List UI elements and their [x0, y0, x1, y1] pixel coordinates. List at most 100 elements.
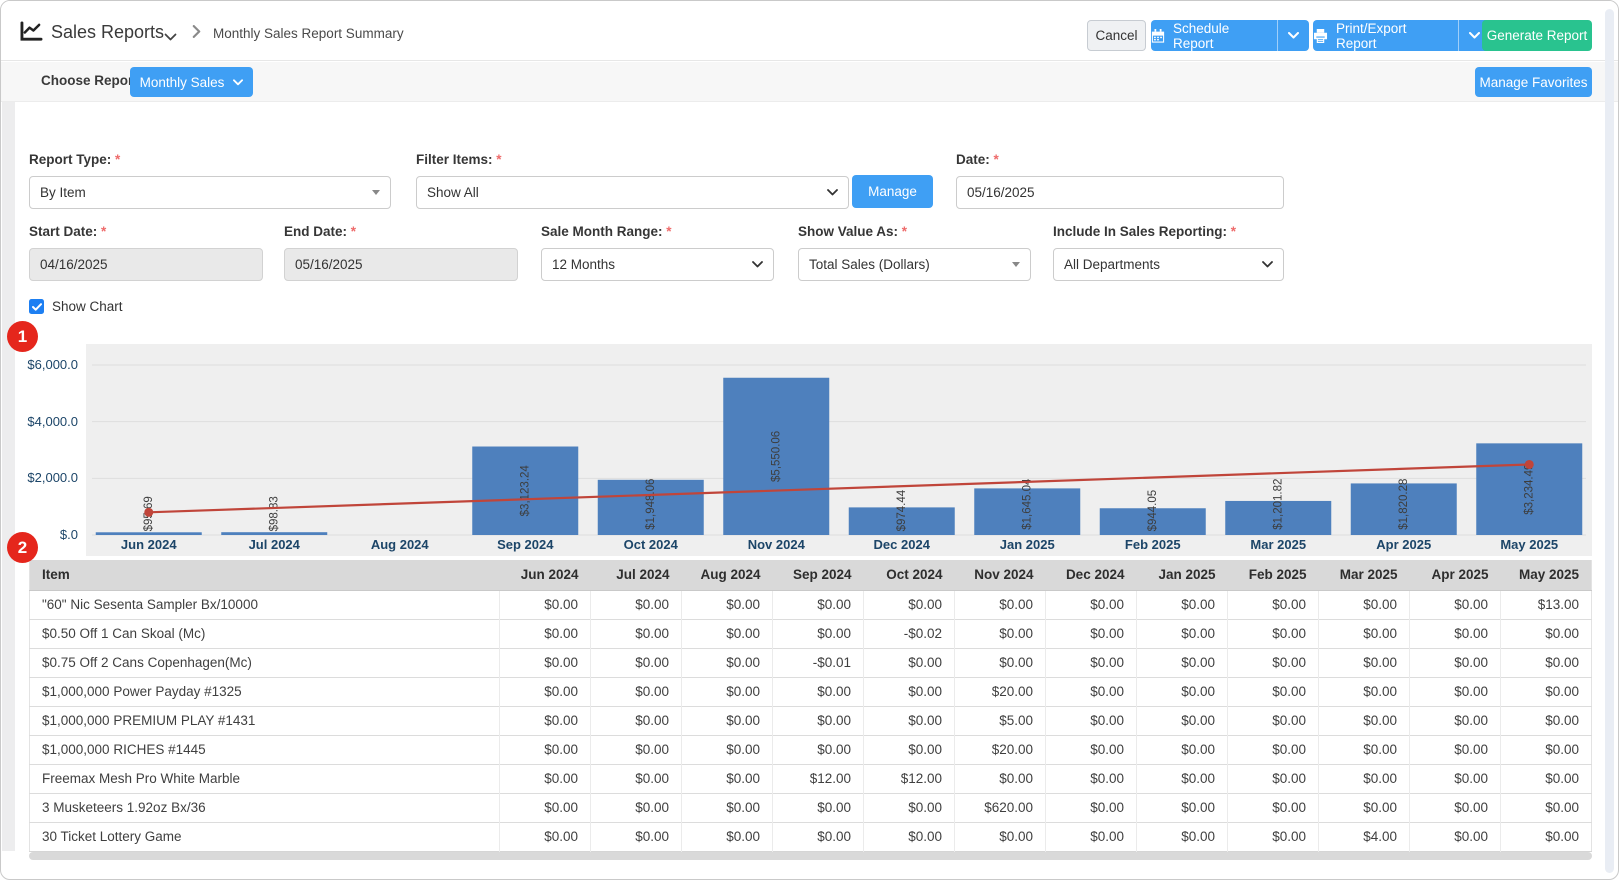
- value-cell: $0.00: [500, 590, 591, 619]
- filter-items-select[interactable]: Show All: [416, 176, 849, 209]
- svg-text:Jan 2025: Jan 2025: [1000, 537, 1055, 552]
- vertical-scrollbar[interactable]: [1605, 9, 1614, 873]
- value-cell: $0.00: [864, 706, 955, 735]
- calendar-icon: [1151, 29, 1165, 43]
- monthly-sales-chart: $95.69Jun 2024$98.83Jul 2024Aug 2024$3,1…: [86, 344, 1592, 556]
- value-cell: $0.00: [955, 822, 1046, 851]
- value-cell: $0.00: [591, 619, 682, 648]
- svg-text:$1,645.04: $1,645.04: [1021, 478, 1033, 530]
- svg-text:$974.44: $974.44: [896, 489, 908, 531]
- value-cell: $0.00: [682, 793, 773, 822]
- value-cell: $0.00: [1046, 735, 1137, 764]
- value-cell: $0.00: [864, 677, 955, 706]
- svg-text:$3,123.24: $3,123.24: [519, 465, 531, 517]
- value-cell: $0.00: [1228, 677, 1319, 706]
- generate-report-button[interactable]: Generate Report: [1482, 20, 1592, 51]
- chevron-down-icon: [827, 189, 838, 196]
- value-cell: $0.00: [500, 764, 591, 793]
- print-export-button[interactable]: Print/Export Report: [1313, 20, 1490, 51]
- value-cell: $0.00: [1501, 822, 1592, 851]
- start-date-input[interactable]: [29, 248, 263, 281]
- value-cell: $0.00: [500, 735, 591, 764]
- report-table-header: ItemJun 2024Jul 2024Aug 2024Sep 2024Oct …: [30, 560, 1592, 590]
- chevron-down-icon: [752, 261, 763, 268]
- value-cell: $0.00: [682, 822, 773, 851]
- value-cell: $0.00: [1501, 735, 1592, 764]
- item-cell: $0.50 Off 1 Can Skoal (Mc): [30, 619, 500, 648]
- bar-Jul 2024: [221, 532, 327, 535]
- value-cell: $0.00: [1046, 706, 1137, 735]
- value-cell: $0.00: [1137, 706, 1228, 735]
- value-cell: $0.00: [1410, 590, 1501, 619]
- manage-favorites-button[interactable]: Manage Favorites: [1475, 67, 1592, 97]
- value-cell: $0.00: [500, 793, 591, 822]
- chevron-down-icon: [1288, 32, 1299, 39]
- value-cell: $0.00: [864, 793, 955, 822]
- value-cell: $0.00: [682, 677, 773, 706]
- value-cell: $0.00: [1137, 822, 1228, 851]
- include-sales-reporting-select[interactable]: All Departments: [1053, 248, 1284, 281]
- show-chart-row: Show Chart: [29, 299, 123, 314]
- report-select-button[interactable]: Monthly Sales: [130, 67, 253, 97]
- show-chart-label: Show Chart: [52, 299, 123, 314]
- value-cell: -$0.01: [773, 648, 864, 677]
- chevron-down-icon[interactable]: [164, 28, 177, 46]
- value-cell: $0.00: [773, 590, 864, 619]
- sale-month-range-field: Sale Month Range: * 12 Months: [541, 224, 774, 281]
- value-cell: $12.00: [773, 764, 864, 793]
- value-cell: $620.00: [955, 793, 1046, 822]
- value-cell: $0.00: [1410, 706, 1501, 735]
- value-cell: $0.00: [1501, 648, 1592, 677]
- value-cell: $0.00: [955, 764, 1046, 793]
- value-cell: $0.00: [1319, 735, 1410, 764]
- value-cell: $0.00: [1046, 648, 1137, 677]
- show-chart-checkbox[interactable]: [29, 299, 44, 314]
- date-input[interactable]: [956, 176, 1284, 209]
- chart-line-icon: [20, 21, 43, 47]
- item-cell: $1,000,000 RICHES #1445: [30, 735, 500, 764]
- end-date-input[interactable]: [284, 248, 518, 281]
- horizontal-scrollbar[interactable]: [29, 852, 1592, 860]
- manage-filter-button[interactable]: Manage: [852, 175, 933, 208]
- value-cell: $0.00: [1501, 677, 1592, 706]
- sale-month-range-select[interactable]: 12 Months: [541, 248, 774, 281]
- svg-text:May 2025: May 2025: [1500, 537, 1558, 552]
- value-cell: -$0.02: [864, 619, 955, 648]
- cancel-button[interactable]: Cancel: [1087, 20, 1146, 51]
- show-value-as-field: Show Value As: * Total Sales (Dollars): [798, 224, 1031, 281]
- value-cell: $0.00: [1046, 764, 1137, 793]
- annotation-badge-1: 1: [7, 321, 38, 352]
- required-asterisk: *: [496, 152, 501, 167]
- trend-start-point: [144, 508, 153, 517]
- show-value-as-select[interactable]: Total Sales (Dollars): [798, 248, 1031, 281]
- value-cell: $0.00: [1046, 793, 1137, 822]
- svg-text:Nov 2024: Nov 2024: [748, 537, 806, 552]
- required-asterisk: *: [1231, 224, 1236, 239]
- schedule-report-button[interactable]: Schedule Report: [1151, 20, 1309, 51]
- value-cell: $0.00: [1501, 793, 1592, 822]
- value-cell: $0.00: [864, 648, 955, 677]
- value-cell: $0.00: [1410, 619, 1501, 648]
- start-date-field: Start Date: *: [29, 224, 263, 281]
- value-cell: $0.00: [1228, 706, 1319, 735]
- item-cell: "60" Nic Sesenta Sampler Bx/10000: [30, 590, 500, 619]
- value-cell: $0.00: [1137, 677, 1228, 706]
- value-cell: $0.00: [1410, 793, 1501, 822]
- report-type-field: Report Type: * By Item: [29, 152, 391, 209]
- svg-text:$1,948.06: $1,948.06: [645, 479, 657, 530]
- value-cell: $5.00: [955, 706, 1046, 735]
- table-row: 30 Ticket Lottery Game$0.00$0.00$0.00$0.…: [30, 822, 1592, 851]
- value-cell: $20.00: [955, 735, 1046, 764]
- value-cell: $0.00: [1228, 735, 1319, 764]
- value-cell: $0.00: [682, 590, 773, 619]
- show-value-as-label: Show Value As: *: [798, 224, 1031, 239]
- include-sales-reporting-field: Include In Sales Reporting: * All Depart…: [1053, 224, 1284, 281]
- value-cell: $0.00: [1137, 793, 1228, 822]
- value-cell: $0.00: [591, 677, 682, 706]
- item-cell: $1,000,000 PREMIUM PLAY #1431: [30, 706, 500, 735]
- report-type-label: Report Type: *: [29, 152, 391, 167]
- report-type-select[interactable]: By Item: [29, 176, 391, 209]
- column-header-month: Jan 2025: [1137, 560, 1228, 590]
- svg-text:Jun 2024: Jun 2024: [121, 537, 177, 552]
- value-cell: $0.00: [1410, 677, 1501, 706]
